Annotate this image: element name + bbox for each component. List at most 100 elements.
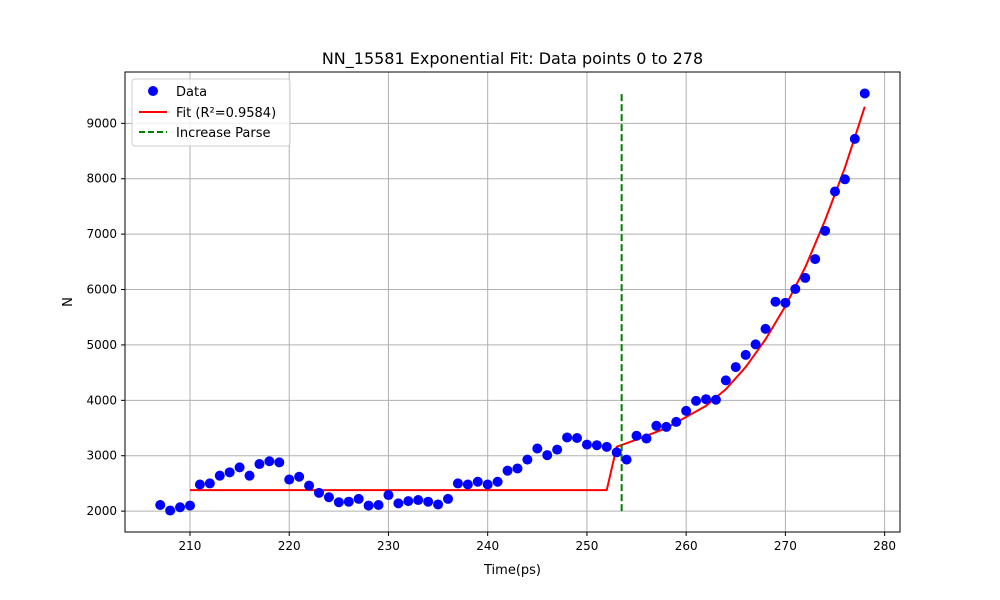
data-point xyxy=(155,500,166,511)
y-tick-label: 9000 xyxy=(86,116,117,130)
data-point xyxy=(661,421,672,432)
data-point xyxy=(413,495,424,506)
data-point xyxy=(691,395,702,406)
data-point xyxy=(720,375,731,386)
legend-data-marker xyxy=(148,86,158,96)
data-point xyxy=(621,454,632,465)
y-axis-label: N xyxy=(61,297,76,307)
y-tick-label: 3000 xyxy=(86,449,117,463)
data-point xyxy=(333,497,344,508)
data-point xyxy=(234,462,245,473)
data-point xyxy=(542,450,553,461)
data-point xyxy=(373,500,384,511)
data-point xyxy=(562,432,573,443)
data-point xyxy=(204,478,215,489)
x-tick-label: 260 xyxy=(675,539,698,553)
legend: Data Fit (R²=0.9584) Increase Parse xyxy=(131,78,291,147)
data-point xyxy=(482,479,493,490)
data-point xyxy=(462,479,473,490)
data-point xyxy=(343,496,354,507)
data-point xyxy=(810,254,821,265)
x-tick-label: 220 xyxy=(278,539,301,553)
data-point xyxy=(701,394,712,405)
data-point xyxy=(323,492,334,503)
legend-fit-label: Fit (R²=0.9584) xyxy=(176,106,276,121)
data-point xyxy=(591,440,602,451)
data-point xyxy=(859,88,870,99)
legend-data-label: Data xyxy=(176,85,207,100)
data-point xyxy=(264,456,275,467)
data-point xyxy=(313,487,324,498)
data-point xyxy=(800,272,811,283)
data-point xyxy=(304,480,315,491)
data-point xyxy=(244,470,255,481)
data-point xyxy=(423,496,434,507)
y-axis-ticks: 2000 3000 4000 5000 6000 7000 8000 9000 xyxy=(86,116,125,518)
data-series xyxy=(155,88,870,516)
data-point xyxy=(452,478,463,489)
data-point xyxy=(175,502,186,513)
data-point xyxy=(442,493,453,504)
data-point xyxy=(274,457,285,468)
data-point xyxy=(383,490,394,501)
data-point xyxy=(770,296,781,307)
data-point xyxy=(254,459,265,470)
data-point xyxy=(353,493,364,504)
grid-lines xyxy=(125,72,900,532)
chart-title: NN_15581 Exponential Fit: Data points 0 … xyxy=(322,49,703,69)
x-axis-ticks: 210 220 230 240 250 260 270 280 xyxy=(179,532,896,553)
data-point xyxy=(581,439,592,450)
x-tick-label: 230 xyxy=(377,539,400,553)
y-tick-label: 5000 xyxy=(86,338,117,352)
x-tick-label: 210 xyxy=(179,539,202,553)
y-tick-label: 7000 xyxy=(86,227,117,241)
data-point xyxy=(472,476,483,487)
data-point xyxy=(611,447,622,458)
legend-box xyxy=(131,78,291,147)
data-point xyxy=(522,454,533,465)
data-point xyxy=(552,444,563,455)
data-point xyxy=(839,174,850,185)
data-point xyxy=(532,443,543,454)
data-point xyxy=(740,349,751,360)
data-point xyxy=(830,186,841,197)
x-axis-label: Time(ps) xyxy=(483,563,541,578)
data-point xyxy=(502,465,513,476)
y-tick-label: 2000 xyxy=(86,504,117,518)
data-point xyxy=(820,225,831,236)
x-tick-label: 240 xyxy=(476,539,499,553)
data-point xyxy=(710,394,721,405)
data-point xyxy=(671,416,682,427)
data-point xyxy=(572,432,583,443)
data-point xyxy=(194,479,205,490)
data-point xyxy=(790,283,801,294)
y-tick-label: 6000 xyxy=(86,283,117,297)
fit-line xyxy=(190,106,866,492)
data-point xyxy=(433,499,444,510)
x-tick-label: 270 xyxy=(774,539,797,553)
data-point xyxy=(224,467,235,478)
data-point xyxy=(641,433,652,444)
data-point xyxy=(492,476,503,487)
data-point xyxy=(512,463,523,474)
plot-frame xyxy=(124,71,901,533)
data-point xyxy=(631,430,642,441)
data-point xyxy=(403,496,414,507)
data-point xyxy=(651,420,662,431)
data-point xyxy=(601,441,612,452)
data-point xyxy=(393,498,404,509)
x-tick-label: 250 xyxy=(575,539,598,553)
y-tick-label: 4000 xyxy=(86,393,117,407)
data-point xyxy=(214,470,225,481)
data-point xyxy=(780,297,791,308)
fit-series xyxy=(190,106,866,492)
data-point xyxy=(165,505,176,516)
x-tick-label: 280 xyxy=(873,539,896,553)
data-point xyxy=(849,133,860,144)
data-point xyxy=(681,405,692,416)
data-point xyxy=(750,339,761,350)
legend-vline-label: Increase Parse xyxy=(176,126,271,141)
data-point xyxy=(760,323,771,334)
data-point xyxy=(284,474,295,485)
